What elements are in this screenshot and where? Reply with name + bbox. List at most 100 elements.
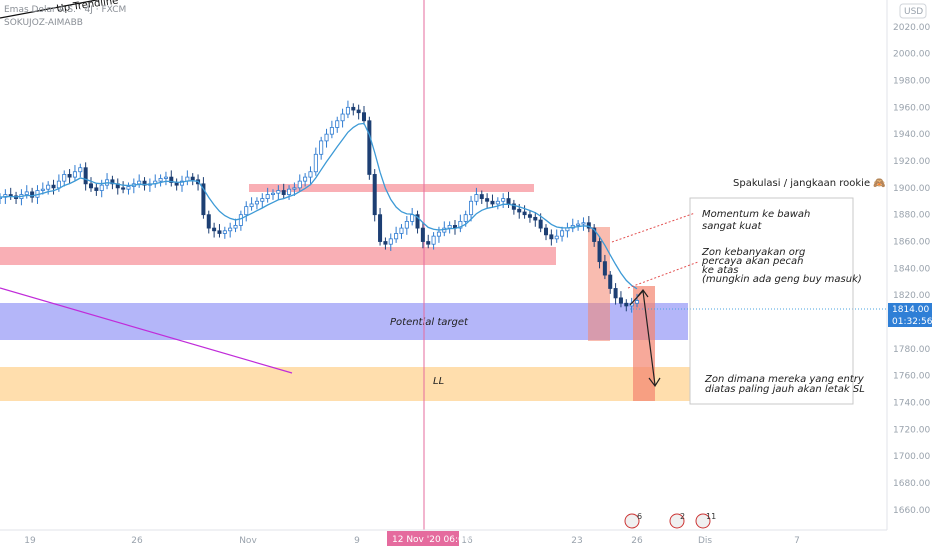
candle-body bbox=[190, 176, 195, 181]
y-tick-label: 1820.00 bbox=[893, 291, 930, 301]
y-tick-label: 1840.00 bbox=[893, 264, 930, 274]
y-tick-label: 1860.00 bbox=[893, 238, 930, 248]
candle-body bbox=[83, 167, 88, 185]
currency-badge-label: USD bbox=[904, 7, 923, 17]
ll-label: LL bbox=[433, 376, 444, 387]
candle-body bbox=[394, 233, 399, 240]
resistance-zone-lower bbox=[0, 247, 556, 265]
y-tick-label: 1900.00 bbox=[893, 184, 930, 194]
candle-body bbox=[586, 222, 591, 229]
candle-body bbox=[415, 214, 420, 229]
event-badge-2-count: 2 bbox=[680, 512, 685, 521]
momentum-text-2: sangat kuat bbox=[702, 221, 763, 232]
currency-badge[interactable] bbox=[899, 3, 927, 19]
resistance-zone-upper bbox=[249, 184, 534, 192]
candle-body bbox=[142, 180, 147, 186]
symbol-line: Emas Dolar A.S. · 4J · FXCM bbox=[4, 5, 126, 15]
y-tick-label: 1880.00 bbox=[893, 211, 930, 221]
candle-body bbox=[88, 183, 94, 189]
y-tick-label: 1940.00 bbox=[893, 130, 930, 140]
candle-body bbox=[538, 219, 543, 229]
candle-body bbox=[313, 153, 318, 173]
zon-text-2: percaya akan pecah bbox=[701, 256, 804, 267]
connector-zon bbox=[627, 261, 699, 289]
candle-body bbox=[613, 288, 618, 299]
zon-text-4: (mungkin ada geng buy masuk) bbox=[702, 274, 862, 285]
candle-body bbox=[378, 214, 383, 242]
candle-body bbox=[372, 174, 377, 216]
y-ticks-group: 1660.00 1680.00 1700.00 1720.00 1740.00 1760.… bbox=[893, 23, 930, 516]
event-badge-1-count: 6 bbox=[637, 512, 642, 521]
candle-body bbox=[581, 222, 586, 225]
candle-body bbox=[383, 241, 388, 245]
zon-text-3: ke atas bbox=[702, 265, 739, 276]
candle-body bbox=[527, 214, 532, 218]
candle-body bbox=[297, 180, 302, 189]
candle-body bbox=[485, 198, 490, 202]
annotation-box bbox=[689, 197, 854, 405]
event-badge-3-count: 11 bbox=[706, 512, 716, 521]
event-badge-3[interactable]: 11 bbox=[695, 512, 716, 529]
countdown-badge bbox=[888, 315, 932, 327]
candle-body bbox=[506, 198, 511, 205]
candle-body bbox=[228, 227, 233, 232]
arrow-head-up bbox=[637, 289, 649, 298]
candle-body bbox=[356, 109, 361, 114]
candle-body bbox=[260, 198, 265, 202]
candle-body bbox=[276, 190, 281, 194]
candle-body bbox=[517, 208, 522, 213]
candle-body bbox=[72, 171, 77, 178]
candle-body bbox=[576, 223, 581, 226]
candle-body bbox=[292, 187, 297, 190]
candle-body bbox=[522, 211, 527, 216]
candle-body bbox=[67, 174, 72, 178]
event-badge-2[interactable]: 2 bbox=[669, 512, 685, 529]
author-line: SOKUJOZ-AIMABB bbox=[4, 18, 83, 28]
candle-body bbox=[618, 297, 623, 304]
candle-body bbox=[281, 190, 286, 195]
breakout-box bbox=[633, 286, 655, 401]
candle-body bbox=[329, 127, 334, 135]
candle-body bbox=[399, 227, 404, 234]
candle-body bbox=[40, 188, 45, 191]
potential-target-label: Potential target bbox=[390, 317, 469, 328]
candle-body bbox=[319, 140, 324, 155]
crosshair-date-text: 12 Nov '20 06:00 bbox=[392, 535, 470, 545]
candle-body bbox=[351, 106, 356, 111]
magenta-trendline[interactable] bbox=[0, 287, 293, 374]
candle-body bbox=[597, 241, 602, 263]
connector-momentum bbox=[611, 212, 696, 243]
countdown-text: 01:32:56 bbox=[892, 317, 932, 327]
candle-body bbox=[212, 227, 217, 232]
candle-body bbox=[121, 187, 126, 190]
y-tick-label: 1980.00 bbox=[893, 77, 930, 87]
y-axis-panel[interactable] bbox=[887, 0, 932, 550]
candle-body bbox=[501, 198, 506, 202]
zon-text-1: Zon kebanyakan org bbox=[701, 247, 805, 258]
event-badge-1[interactable]: 6 bbox=[624, 512, 642, 529]
candle-body bbox=[463, 214, 468, 222]
ll-zone bbox=[0, 367, 690, 401]
candle-body bbox=[206, 214, 211, 229]
candle-body bbox=[78, 167, 83, 173]
candles-group bbox=[0, 100, 640, 313]
x-tick-label: Dis bbox=[698, 536, 712, 546]
y-tick-label: 1740.00 bbox=[893, 399, 930, 409]
candle-body bbox=[0, 196, 3, 199]
x-tick-label: 16 bbox=[461, 536, 473, 546]
up-trendline[interactable] bbox=[0, 0, 118, 19]
y-tick-label: 1920.00 bbox=[893, 157, 930, 167]
candle-body bbox=[426, 241, 431, 245]
entry-text-2: diatas paling jauh akan letak SL bbox=[705, 384, 865, 395]
candle-body bbox=[270, 192, 276, 195]
candle-body bbox=[624, 302, 629, 307]
candle-body bbox=[62, 174, 67, 182]
candle-body bbox=[308, 171, 313, 178]
x-tick-label: 19 bbox=[24, 536, 36, 546]
candle-body bbox=[244, 206, 249, 216]
candle-body bbox=[511, 203, 516, 210]
candle-body bbox=[495, 200, 500, 205]
candle-body bbox=[249, 203, 254, 208]
candle-body bbox=[233, 225, 238, 229]
candle-body bbox=[324, 133, 329, 142]
